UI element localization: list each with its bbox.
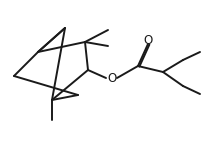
Text: O: O — [143, 35, 153, 48]
Text: O: O — [107, 71, 117, 84]
